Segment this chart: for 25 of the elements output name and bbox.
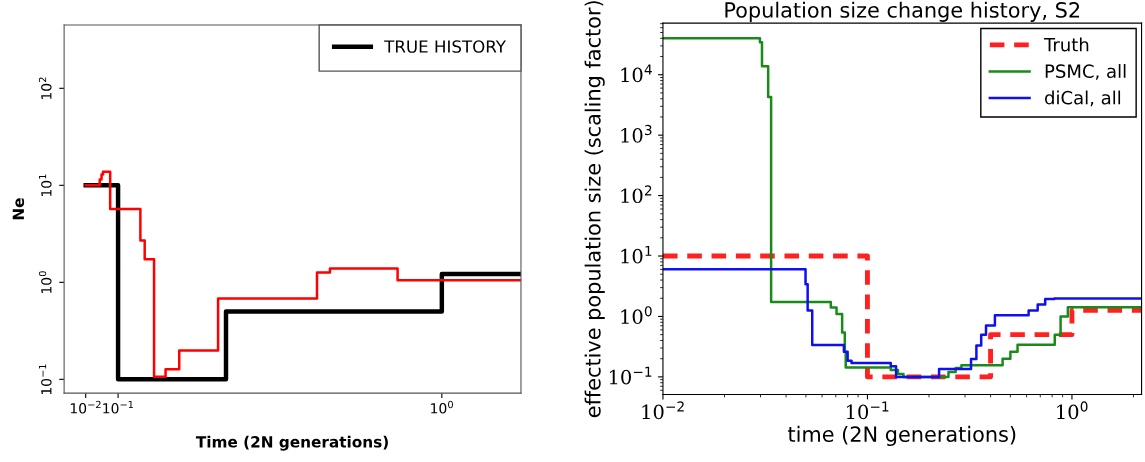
- x-axis-title: Time (2N generations): [195, 435, 388, 451]
- x-tick-label: 10$^{0}$: [431, 400, 453, 414]
- legend-label: diCal, all: [1045, 90, 1121, 107]
- y-tick-label: 10$^{1}$: [621, 245, 652, 264]
- y-tick-label: 10$^{0}$: [621, 306, 652, 324]
- y-axis-title: Ne: [12, 198, 25, 220]
- x-tick-label: 10$^{0}$: [1057, 401, 1088, 420]
- x-axis-title: time (2N generations): [788, 425, 1016, 447]
- y-tick-label: 10$^{−1}$: [609, 366, 652, 385]
- x-tick-label: 10$^{−2}$: [642, 401, 684, 420]
- y-tick-label: 10$^{3}$: [621, 124, 652, 143]
- chart-title: Population size change history, S2: [725, 1, 1080, 22]
- x-tick-label: 10$^{−1}$: [103, 400, 133, 414]
- x-tick-label: 10$^{−1}$: [846, 401, 889, 420]
- y-tick-label: 10$^{1}$: [39, 174, 52, 197]
- legend-label: PSMC, all: [1045, 64, 1126, 80]
- y-tick-label: 10$^{2}$: [621, 185, 652, 204]
- y-tick-label: 10$^{−1}$: [39, 364, 52, 395]
- y-tick-label: 10$^{2}$: [38, 77, 52, 100]
- y-tick-label: 10$^{4}$: [621, 64, 652, 83]
- x-tick-label: 10$^{−2}$: [70, 400, 101, 414]
- y-tick-label: 10$^{0}$: [38, 271, 52, 294]
- legend-label: TRUE HISTORY: [384, 40, 507, 53]
- legend-label: Truth: [1043, 37, 1089, 52]
- y-axis-title: effective population size (scaling factor): [584, 1, 605, 418]
